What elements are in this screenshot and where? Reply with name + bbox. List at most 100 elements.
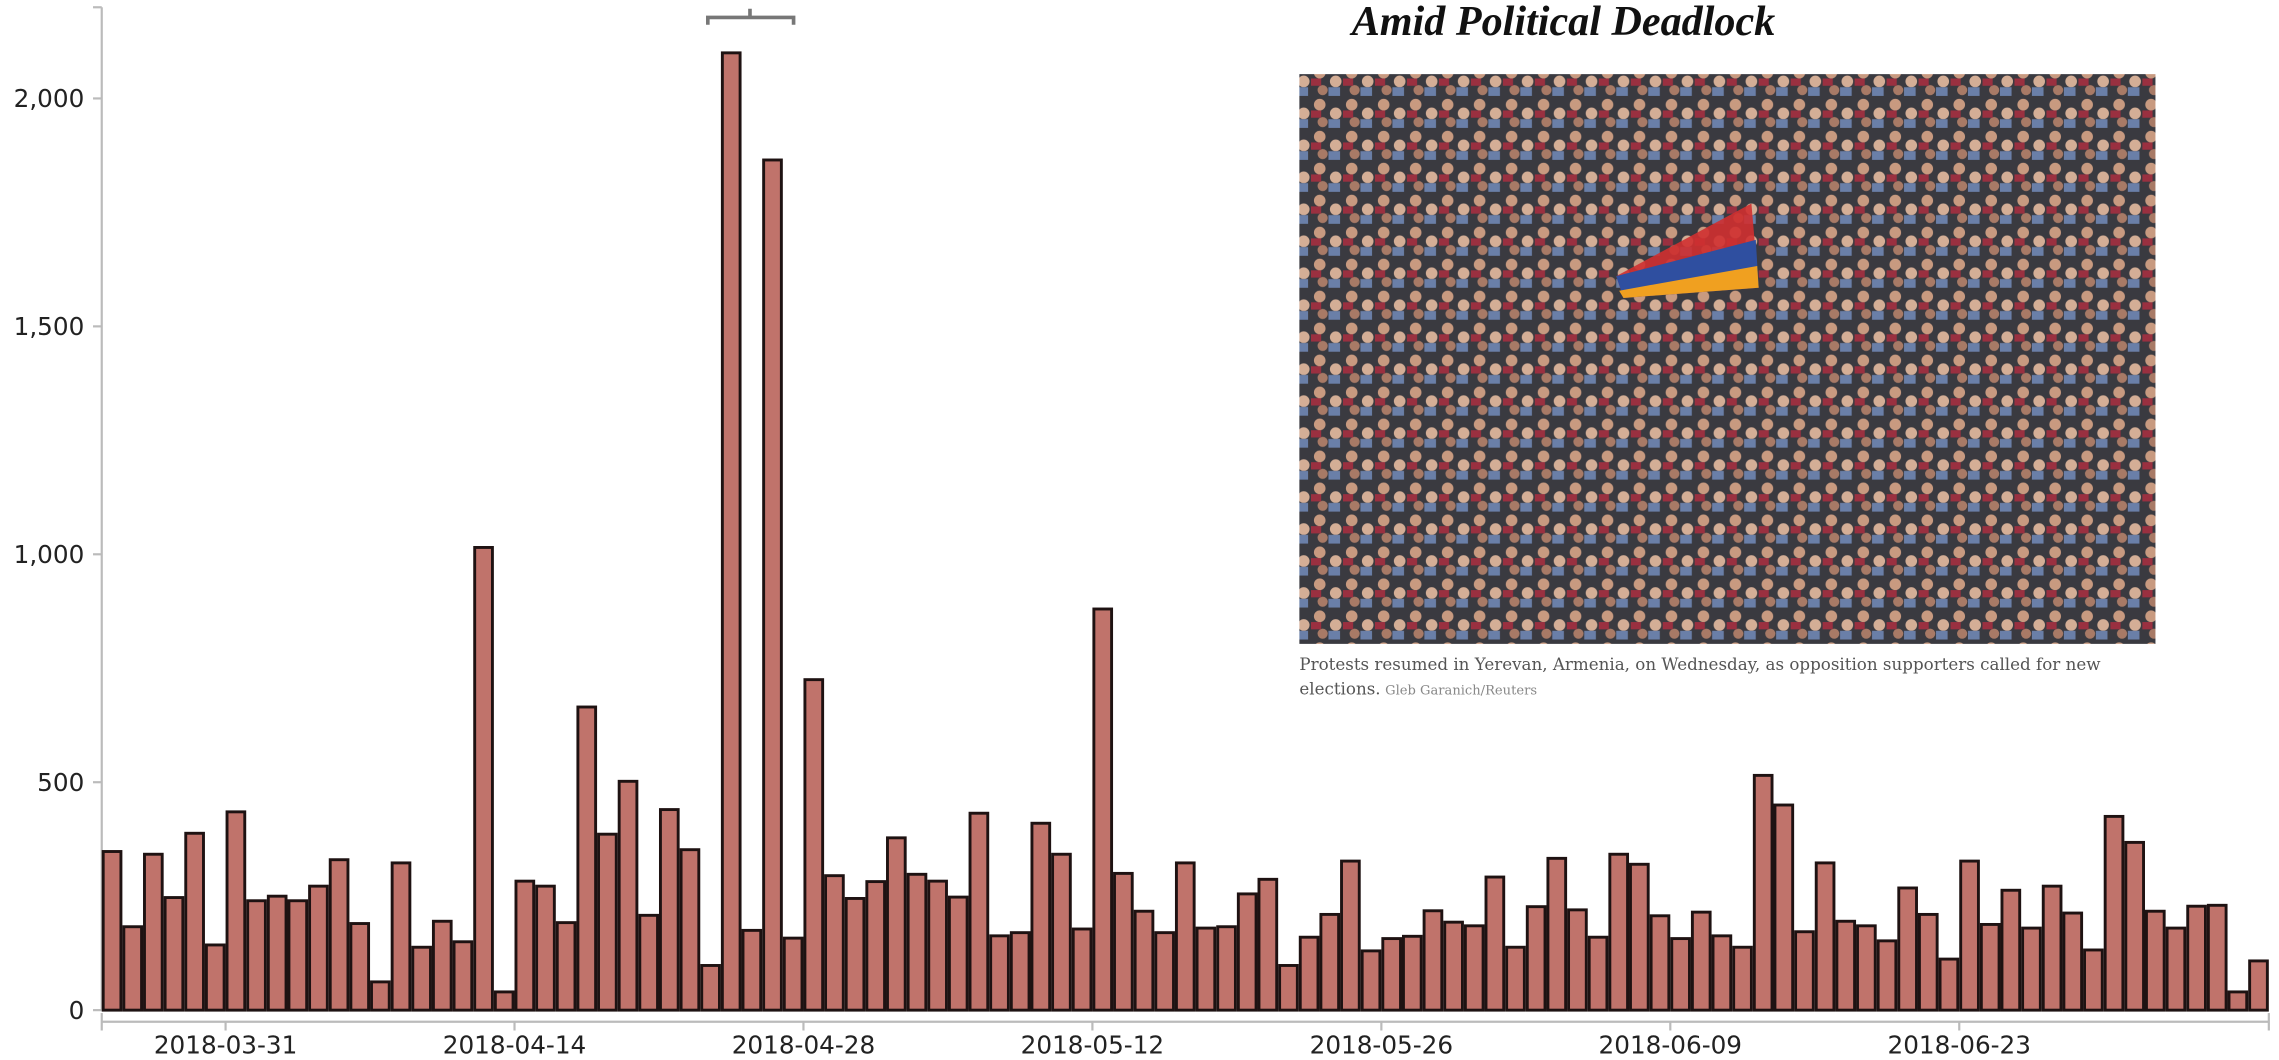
bar <box>617 779 639 1012</box>
bar <box>576 705 598 1012</box>
bar <box>1917 912 1939 1012</box>
bar <box>989 934 1010 1012</box>
bar <box>1525 905 1547 1012</box>
bar <box>1794 930 1815 1012</box>
bar <box>2041 884 2063 1012</box>
annotation-bracket <box>706 8 796 25</box>
bar <box>370 980 391 1012</box>
bar <box>473 546 494 1012</box>
y-tick-label: 2,000 <box>14 84 85 113</box>
bar <box>204 943 226 1012</box>
bar <box>101 850 123 1012</box>
bar <box>1835 919 1857 1012</box>
bar <box>886 836 907 1012</box>
bar <box>700 964 721 1012</box>
bar <box>658 808 680 1012</box>
bar <box>493 990 515 1012</box>
bar <box>1051 852 1072 1012</box>
bar <box>1814 861 1836 1012</box>
x-tick-label: 2018-03-31 <box>154 1031 297 1060</box>
bar <box>1071 927 1093 1012</box>
bar <box>1484 875 1506 1012</box>
bar <box>1711 934 1733 1012</box>
bar <box>741 928 763 1012</box>
bar <box>555 921 577 1012</box>
bar <box>122 925 144 1012</box>
bar <box>411 945 432 1012</box>
bar <box>163 896 185 1012</box>
bar <box>1856 924 1877 1012</box>
bar <box>844 897 866 1012</box>
bar <box>2021 926 2042 1012</box>
y-tick-label: 500 <box>37 768 84 797</box>
bar <box>803 678 825 1012</box>
bar <box>1670 937 1691 1012</box>
bar <box>968 811 990 1012</box>
bar <box>1629 862 1650 1012</box>
bar <box>1030 821 1052 1012</box>
bar <box>1174 861 1196 1012</box>
bar <box>1154 931 1175 1012</box>
y-tick-label: 1,000 <box>14 540 85 569</box>
bar <box>2248 959 2269 1012</box>
photo-credit: Gleb Garanich/Reuters <box>1385 684 1537 699</box>
bar <box>514 879 536 1012</box>
bar <box>1773 803 1795 1012</box>
x-tick-label: 2018-06-09 <box>1599 1031 1742 1060</box>
bar <box>1092 607 1114 1012</box>
bar <box>1876 939 1898 1012</box>
bar <box>1401 934 1423 1012</box>
bar <box>1587 935 1609 1012</box>
bar <box>246 899 267 1012</box>
bar <box>1752 773 1774 1012</box>
bar <box>390 861 412 1012</box>
bar <box>638 913 659 1012</box>
bar <box>143 852 164 1012</box>
bar <box>349 922 371 1012</box>
bar <box>1443 920 1464 1012</box>
bar <box>2227 990 2249 1012</box>
bar <box>1278 964 1299 1012</box>
bar <box>431 919 453 1012</box>
bar <box>535 884 556 1012</box>
bar <box>2124 840 2145 1012</box>
bar <box>2186 904 2207 1012</box>
bar <box>865 880 887 1012</box>
bar <box>1216 925 1237 1012</box>
bar <box>782 936 804 1012</box>
bar <box>2206 903 2228 1012</box>
y-tick-label: 0 <box>69 996 85 1025</box>
x-tick-label: 2018-05-12 <box>1021 1031 1164 1060</box>
bar <box>720 51 742 1012</box>
bar <box>824 874 845 1012</box>
bar <box>2062 911 2084 1012</box>
bar <box>762 158 783 1012</box>
x-tick-label: 2018-06-23 <box>1888 1031 2031 1060</box>
photo <box>1299 74 2156 644</box>
y-tick-label: 1,500 <box>14 312 85 341</box>
bar <box>1649 914 1671 1012</box>
bar <box>1257 877 1279 1012</box>
bar <box>1133 909 1155 1012</box>
bar <box>906 872 928 1012</box>
bar <box>947 895 969 1012</box>
bar <box>328 858 350 1012</box>
bar <box>1690 910 1712 1012</box>
bar <box>1897 886 1918 1012</box>
overlay-title: Amid Political Deadlock <box>1349 0 1776 45</box>
bar <box>1340 859 1361 1012</box>
bar <box>1381 937 1402 1012</box>
bar <box>1979 922 2001 1012</box>
bar <box>287 899 309 1012</box>
bar <box>308 884 329 1012</box>
bar <box>1505 945 1526 1012</box>
bar <box>679 848 701 1012</box>
bar <box>927 879 948 1012</box>
bar <box>1298 935 1320 1012</box>
bar <box>2083 948 2104 1012</box>
bar <box>184 831 205 1012</box>
photo-caption: elections. <box>1299 679 1380 699</box>
photo-flag <box>1619 265 1759 298</box>
photo-caption: Protests resumed in Yerevan, Armenia, on… <box>1299 654 2101 674</box>
bar <box>266 894 288 1012</box>
